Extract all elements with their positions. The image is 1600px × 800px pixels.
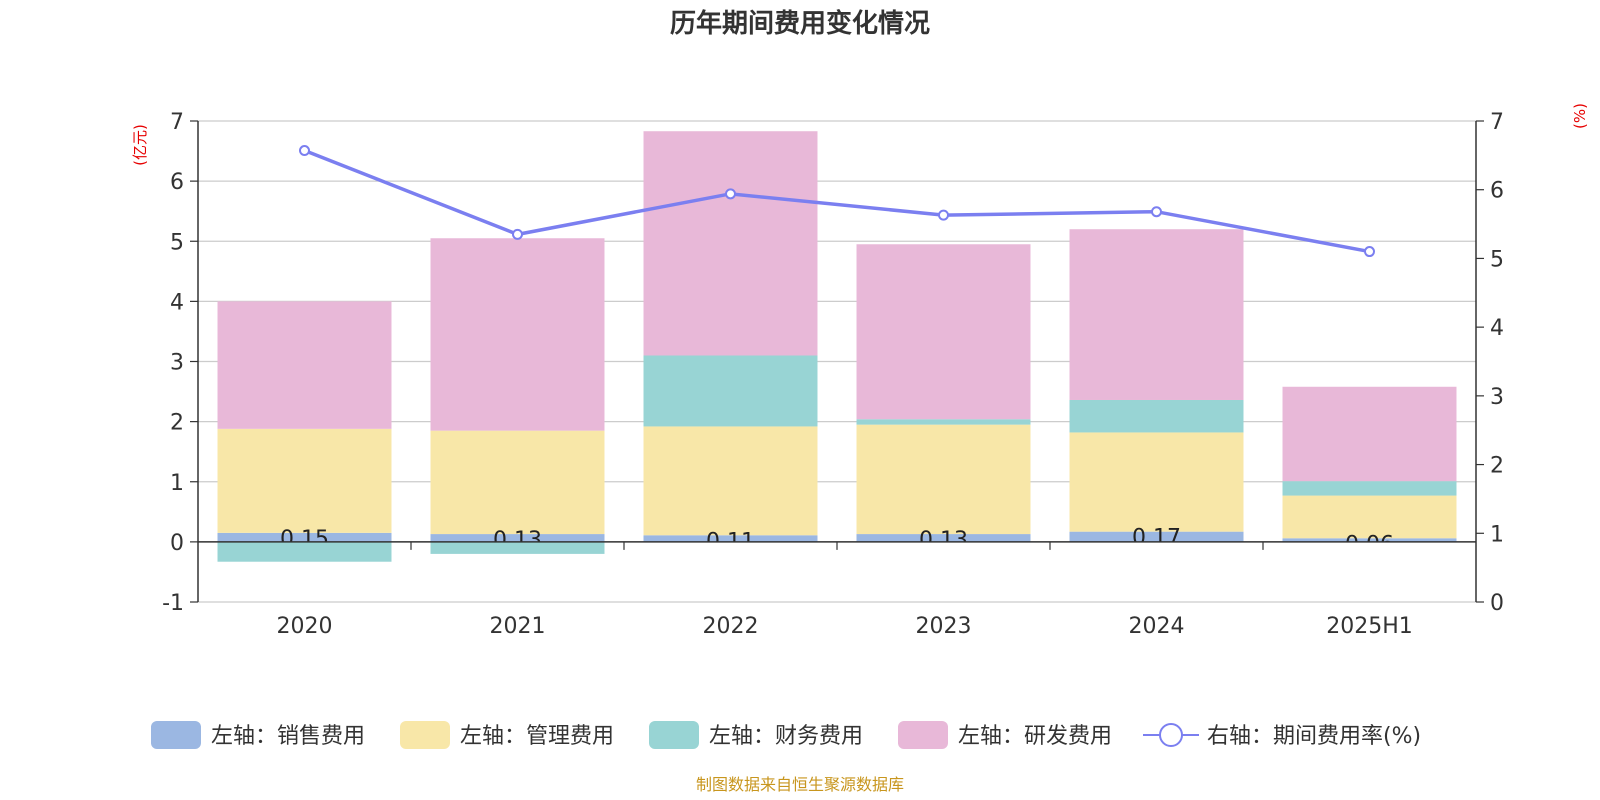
bar-value-label: 0.17 — [1132, 526, 1181, 551]
rate-point — [512, 228, 523, 240]
bar-segment — [1282, 538, 1457, 542]
left-tick-label: 0 — [170, 531, 184, 556]
axes: -1 0 1 2 3 4 5 6 7 0 1 2 3 4 5 6 7 2020 2021 2022 2023 2024 20… — [162, 110, 1504, 639]
right-tick-label: 4 — [1490, 316, 1504, 341]
bar-segment — [643, 131, 818, 356]
legend-swatch — [898, 721, 948, 749]
left-tick-label: 1 — [170, 471, 184, 496]
rate-point — [725, 188, 736, 200]
left-tick-label: -1 — [162, 591, 184, 616]
bar-segment — [856, 534, 1031, 542]
bar-segment — [217, 301, 392, 429]
left-tick-label: 5 — [170, 230, 184, 255]
legend-label: 左轴：研发费用 — [958, 724, 1112, 749]
bar-segment — [1282, 386, 1457, 482]
left-tick-label: 6 — [170, 170, 184, 195]
left-tick-label: 7 — [170, 110, 184, 135]
right-tick-label: 1 — [1490, 522, 1504, 547]
right-axis-unit: (%) — [1571, 103, 1589, 129]
right-tick-label: 7 — [1490, 110, 1504, 135]
legend: 左轴：销售费用 左轴：管理费用 左轴：财务费用 左轴：研发费用 右轴：期间费用率(%) — [151, 721, 1421, 749]
bar-value-label: 0.11 — [706, 529, 755, 554]
rate-line — [299, 145, 1375, 258]
bar-segment — [430, 534, 605, 542]
rate-point — [1151, 206, 1162, 218]
bar-value-label: 0.06 — [1345, 532, 1394, 557]
legend-swatch — [649, 721, 699, 749]
source-note: 制图数据来自恒生聚源数据库 — [696, 775, 904, 794]
category-label: 2023 — [916, 614, 972, 639]
bar-segment — [643, 426, 818, 536]
rate-point — [1364, 246, 1375, 258]
bar-labels: 0.15 0.13 0.11 0.13 0.17 0.06 — [280, 526, 1394, 557]
legend-line-marker — [1159, 723, 1183, 747]
right-tick-label: 5 — [1490, 247, 1504, 272]
bar-segment — [856, 244, 1031, 420]
left-tick-label: 4 — [170, 290, 184, 315]
category-label: 2020 — [277, 614, 333, 639]
chart-title: 历年期间费用变化情况 — [670, 8, 930, 39]
bar-segment — [430, 238, 605, 431]
bar-segment — [1069, 399, 1244, 433]
bar-segment — [1282, 481, 1457, 496]
bar-segment — [1069, 229, 1244, 400]
rate-point — [938, 209, 949, 221]
right-tick-label: 3 — [1490, 385, 1504, 410]
bar-segment — [856, 419, 1031, 425]
category-label: 2021 — [490, 614, 546, 639]
bar-segment — [643, 355, 818, 427]
rate-line-path — [303, 148, 1370, 254]
legend-label: 左轴：销售费用 — [211, 724, 365, 749]
bar-segment — [856, 424, 1031, 535]
left-axis-unit: (亿元) — [131, 124, 149, 166]
legend-label: 左轴：管理费用 — [460, 724, 614, 749]
bar-segment — [1282, 495, 1457, 539]
left-tick-label: 2 — [170, 411, 184, 436]
legend-label: 右轴：期间费用率(%) — [1207, 724, 1421, 749]
category-label: 2024 — [1129, 614, 1185, 639]
left-tick-label: 3 — [170, 351, 184, 376]
bar-value-label: 0.13 — [493, 528, 542, 553]
bar-segment — [1069, 531, 1244, 542]
bar-segment — [1069, 432, 1244, 532]
bars — [217, 131, 1457, 562]
right-tick-label: 0 — [1490, 591, 1504, 616]
right-tick-label: 2 — [1490, 454, 1504, 479]
right-tick-label: 6 — [1490, 179, 1504, 204]
bar-segment — [430, 541, 605, 554]
legend-label: 左轴：财务费用 — [709, 724, 863, 749]
legend-swatch — [151, 721, 201, 749]
bar-value-label: 0.15 — [280, 527, 329, 552]
bar-segment — [217, 541, 392, 562]
bar-segment — [217, 428, 392, 533]
legend-swatch — [400, 721, 450, 749]
category-label: 2025H1 — [1326, 614, 1413, 639]
bar-value-label: 0.13 — [919, 528, 968, 553]
bar-segment — [430, 430, 605, 535]
category-label: 2022 — [703, 614, 759, 639]
bar-segment — [643, 535, 818, 542]
rate-point — [299, 145, 310, 157]
bar-segment — [217, 532, 392, 542]
